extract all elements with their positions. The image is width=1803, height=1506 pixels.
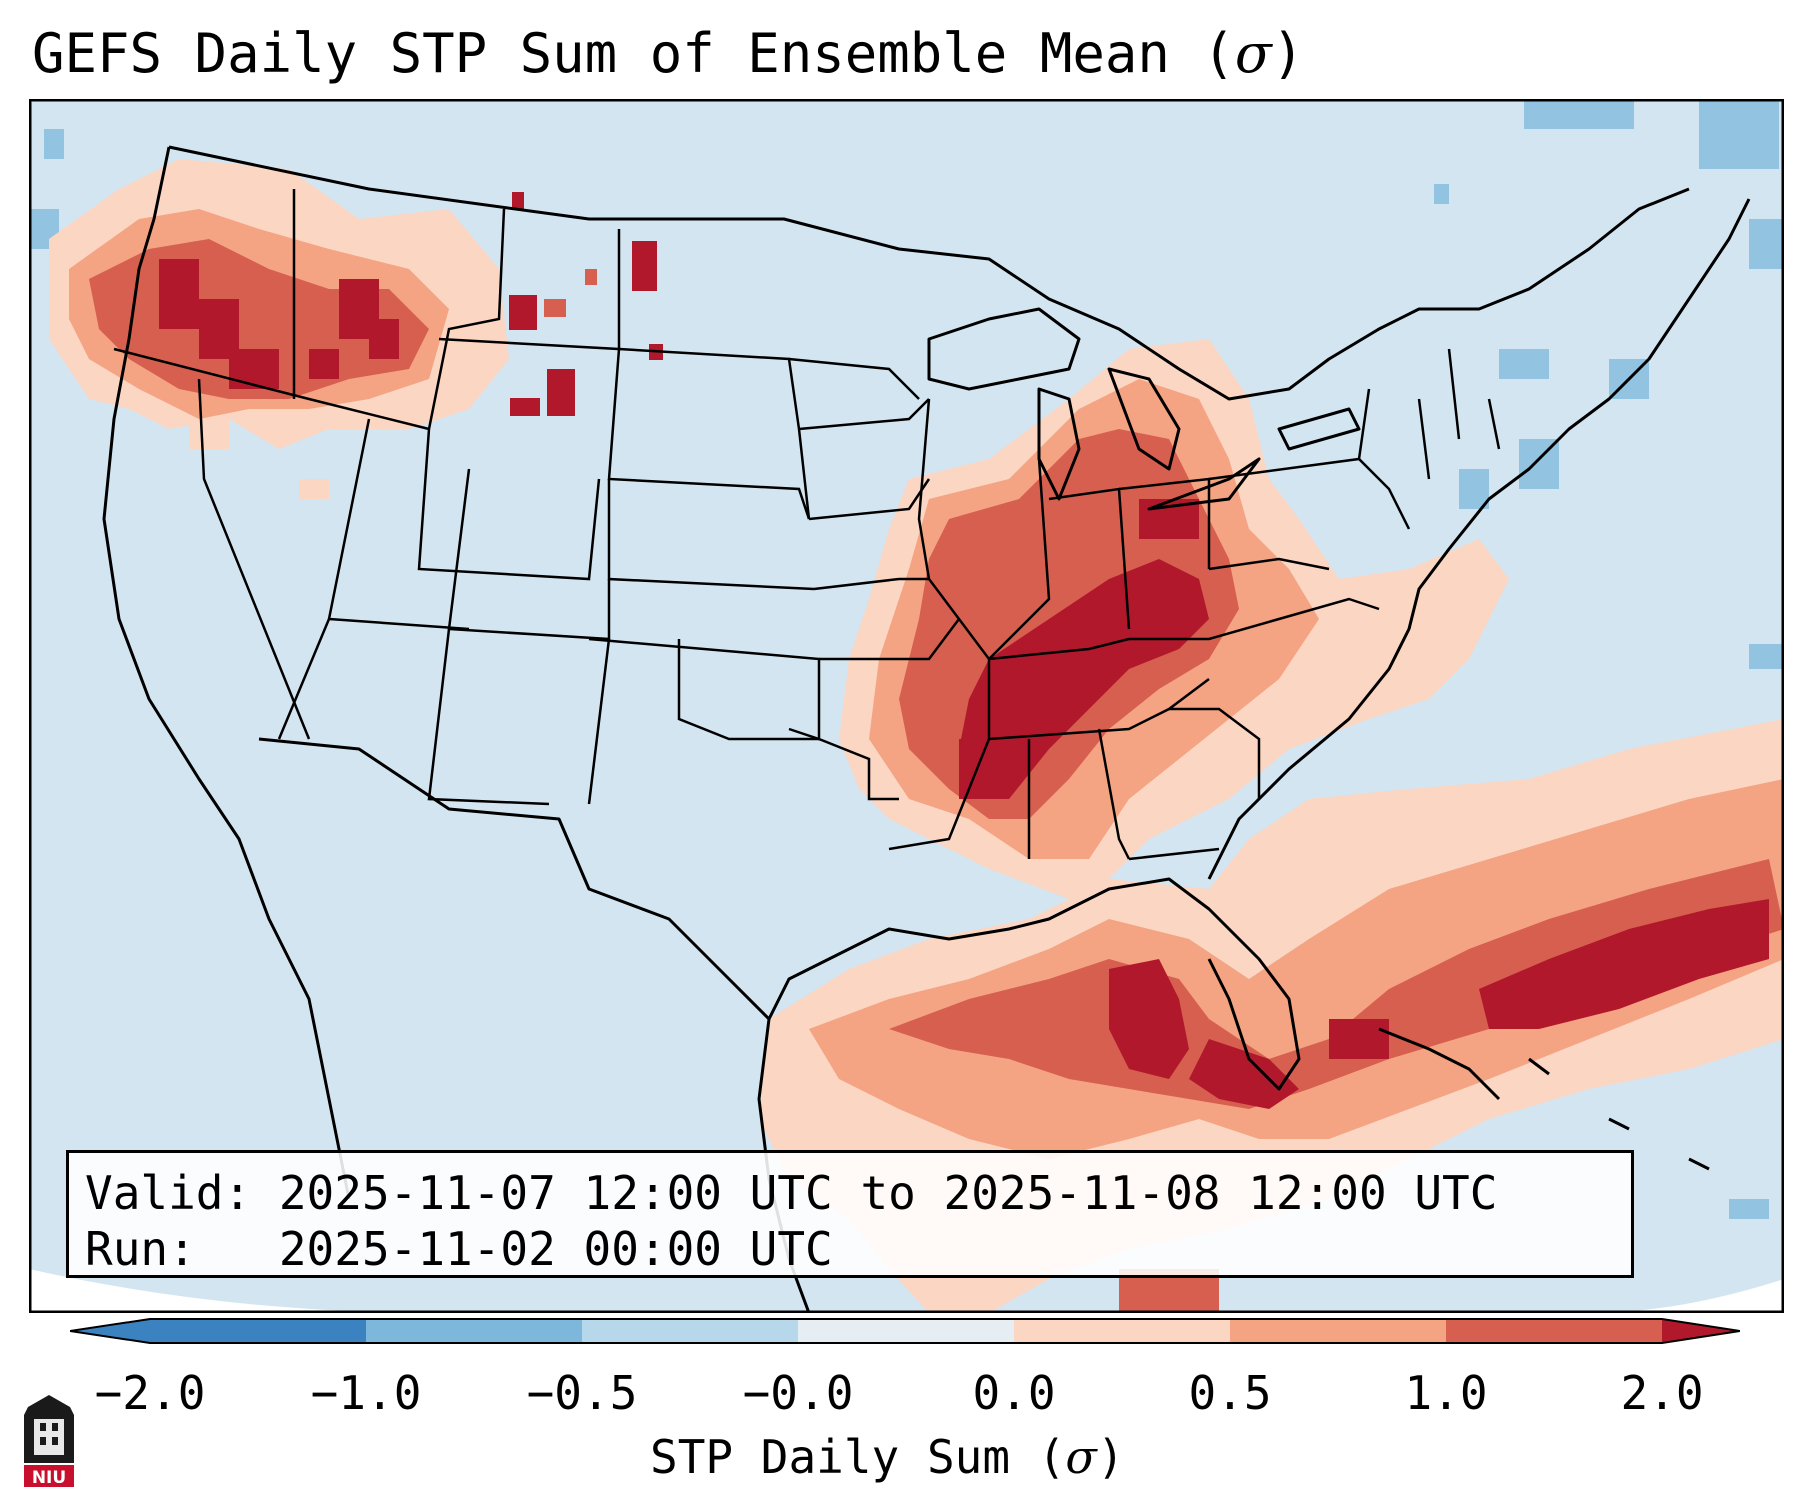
stp-field — [29, 99, 1784, 1313]
chart-title: GEFS Daily STP Sum of Ensemble Mean (σ) — [32, 22, 1304, 85]
west-coast — [102, 146, 351, 1200]
eastern-anomaly — [839, 339, 1509, 899]
lake-huron — [1107, 367, 1181, 471]
colorbar-tick-4: −0.0 — [742, 1366, 854, 1420]
colorbar-label-close: ) — [1096, 1430, 1125, 1484]
colorbar-segment-4 — [798, 1319, 1014, 1343]
colorbar-segment-7 — [1446, 1319, 1662, 1343]
plains-light — [544, 269, 597, 317]
colorbar-tick-5: 0.0 — [972, 1366, 1056, 1420]
niu-logo-text: NIU — [32, 1468, 66, 1488]
state-borders — [113, 189, 1501, 861]
pnw-anomaly — [49, 159, 509, 499]
canada-border — [168, 145, 1690, 401]
colorbar-extend-min — [70, 1319, 150, 1343]
colorbar-segment-3 — [582, 1319, 798, 1343]
run-time-line: Run: 2025-11-02 00:00 UTC — [85, 1222, 833, 1276]
title-sigma: σ — [1234, 22, 1272, 85]
niu-logo: NIU — [24, 1395, 74, 1488]
valid-info-box: Valid: 2025-11-07 12:00 UTC to 2025-11-0… — [66, 1150, 1634, 1278]
colorbar-tick-8: 2.0 — [1620, 1366, 1704, 1420]
colorbar-extend-max — [1662, 1319, 1740, 1343]
valid-time-line: Valid: 2025-11-07 12:00 UTC to 2025-11-0… — [85, 1166, 1498, 1220]
colorbar-label: STP Daily Sum (σ) — [650, 1430, 1125, 1484]
lake-erie — [1147, 457, 1261, 511]
lake-michigan — [1037, 387, 1081, 501]
colorbar-outline — [70, 1318, 1740, 1344]
east-coast — [1207, 198, 1751, 880]
map-panel — [29, 99, 1784, 1313]
title-text: GEFS Daily STP Sum of Ensemble Mean ( — [32, 22, 1235, 85]
colorbar-label-text: STP Daily Sum ( — [650, 1430, 1066, 1484]
colorbar-label-sigma: σ — [1065, 1430, 1097, 1484]
colorbar-segment-6 — [1230, 1319, 1446, 1343]
colorbar-tick-3: −0.5 — [526, 1366, 638, 1420]
colorbar-segment-5 — [1014, 1319, 1230, 1343]
plains-anomaly — [509, 192, 663, 416]
domain-corner-left — [29, 1269, 449, 1313]
map-frame — [29, 99, 1784, 1313]
caribbean-coast — [1378, 1027, 1710, 1171]
colorbar-tick-2: −1.0 — [310, 1366, 422, 1420]
colorbar-tick-6: 0.5 — [1188, 1366, 1272, 1420]
map-canvas — [29, 99, 1784, 1313]
colorbar-tick-1: −2.0 — [94, 1366, 206, 1420]
gulf-coast — [258, 737, 1301, 1091]
title-close: ) — [1271, 22, 1305, 85]
colorbar-segment-2 — [366, 1319, 582, 1343]
colorbar-tick-7: 1.0 — [1404, 1366, 1488, 1420]
colorbar-segment-1 — [150, 1319, 366, 1343]
colorbar — [70, 1318, 1740, 1344]
lake-superior — [927, 307, 1081, 391]
lake-ontario — [1277, 407, 1361, 451]
domain-corner-right — [1589, 1279, 1784, 1313]
